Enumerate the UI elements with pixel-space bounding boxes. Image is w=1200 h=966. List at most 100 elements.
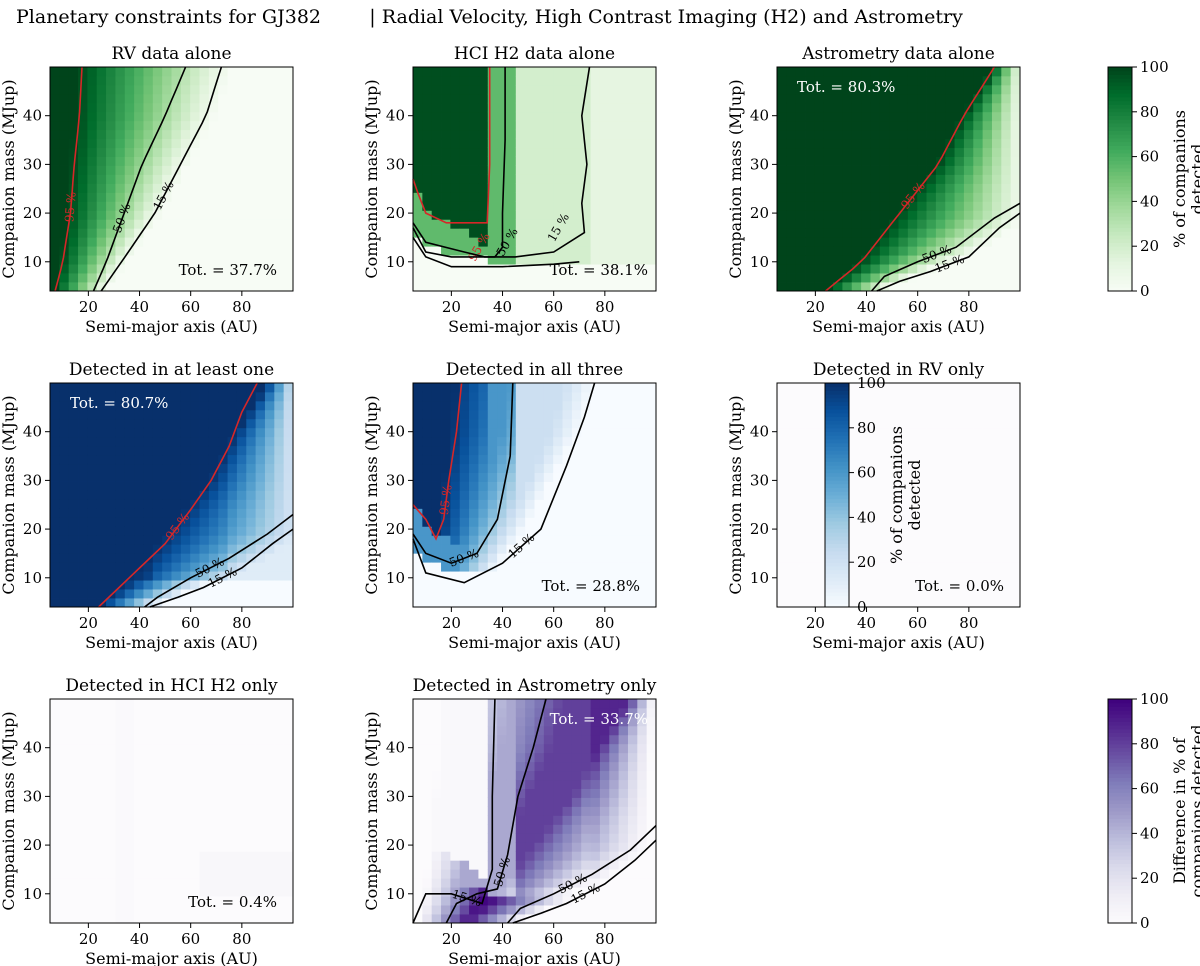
heatmap-cell: [954, 535, 965, 545]
heatmap-cell: [106, 905, 116, 915]
heatmap-cell: [637, 93, 648, 104]
heatmap-cell: [795, 427, 806, 438]
heatmap-cell: [627, 282, 638, 292]
heatmap-cell: [478, 75, 489, 86]
heatmap-cell: [218, 201, 228, 211]
heatmap-cell: [68, 228, 79, 238]
heatmap-cell: [199, 219, 210, 229]
heatmap-cell: [506, 264, 517, 274]
heatmap-cell: [450, 481, 461, 491]
heatmap-cell: [246, 562, 257, 572]
heatmap-cell: [571, 255, 582, 265]
heatmap-cell: [115, 860, 126, 870]
heatmap-cell: [264, 589, 275, 599]
heatmap-cell: [450, 111, 461, 122]
heatmap-cell: [562, 228, 573, 238]
heatmap-cell: [973, 102, 984, 113]
heatmap-cells: [50, 67, 294, 292]
heatmap-cell: [982, 472, 993, 482]
heatmap-cell: [190, 129, 200, 140]
heatmap-cell: [879, 499, 890, 509]
heatmap-cell: [926, 102, 937, 113]
heatmap-cell: [469, 553, 479, 563]
heatmap-cell: [162, 201, 172, 211]
heatmap-cell: [50, 833, 60, 843]
heatmap-cell: [963, 427, 974, 438]
heatmap-cell: [1010, 102, 1021, 113]
heatmap-cell: [134, 102, 144, 113]
heatmap-cell: [945, 517, 955, 527]
heatmap-cell: [59, 707, 70, 718]
heatmap-cell: [87, 824, 98, 834]
x-tick-label: 80: [232, 614, 251, 632]
heatmap-cell: [926, 481, 937, 491]
heatmap-cell: [497, 463, 507, 473]
heatmap-cell: [590, 282, 601, 292]
heatmap-cell: [637, 571, 648, 581]
heatmap-cell: [134, 138, 144, 149]
heatmap-cell: [618, 246, 629, 256]
axes-frame: [412, 382, 657, 608]
heatmap-cell: [469, 93, 479, 104]
heatmap-cell: [78, 228, 88, 238]
heatmap-cell: [478, 725, 489, 736]
heatmap-cell: [68, 887, 79, 897]
heatmap-cell: [236, 210, 247, 220]
heatmap-cell: [870, 391, 881, 402]
heatmap-cell: [525, 147, 535, 157]
heatmap-cell: [152, 761, 163, 772]
heatmap-cell: [264, 851, 275, 861]
heatmap-cell: [506, 67, 517, 77]
heatmap-cell: [506, 472, 517, 482]
heatmap-cell: [218, 174, 228, 184]
heatmap-cell: [190, 589, 200, 599]
heatmap-cell: [571, 409, 582, 420]
heatmap-cell: [571, 129, 582, 140]
heatmap-cell: [627, 418, 638, 429]
heatmap-cell: [982, 282, 993, 292]
heatmap-cell: [497, 147, 507, 157]
heatmap-cell: [162, 400, 172, 411]
heatmap-cell: [68, 111, 79, 122]
heatmap-cell: [106, 580, 116, 590]
heatmap-cell: [264, 273, 275, 283]
heatmap-cell: [171, 589, 182, 599]
heatmap-cell: [515, 219, 526, 229]
heatmap-cell: [96, 815, 107, 825]
heatmap-cell: [637, 273, 648, 283]
heatmap-cell: [1001, 553, 1012, 563]
y-tick-label: 40: [750, 423, 769, 441]
heatmap-cell: [218, 896, 228, 906]
heatmap-cell: [599, 553, 610, 563]
heatmap-cell: [87, 174, 98, 184]
heatmap-cell: [543, 237, 554, 247]
heatmap-cell: [879, 571, 890, 581]
heatmap-cell: [991, 237, 1002, 247]
heatmap-cell: [134, 165, 144, 175]
heatmap-cell: [497, 589, 507, 599]
heatmap-cell: [459, 860, 470, 870]
heatmap-cell: [907, 129, 918, 140]
heatmap-cell: [283, 699, 294, 709]
heatmap-cell: [171, 905, 182, 915]
heatmap-cell: [795, 409, 806, 420]
heatmap-cell: [115, 914, 126, 924]
heatmap-cell: [599, 174, 610, 184]
heatmap-cell: [590, 463, 601, 473]
heatmap-cell: [50, 246, 60, 256]
heatmap-cell: [264, 481, 275, 491]
heatmap-cell: [515, 454, 526, 465]
heatmap-cell: [218, 228, 228, 238]
heatmap-cell: [283, 427, 294, 438]
heatmap-cell: [283, 707, 294, 718]
heatmap-cell: [935, 201, 946, 211]
heatmap-cell: [814, 264, 825, 274]
heatmap-cell: [274, 806, 285, 816]
heatmap-cell: [590, 264, 601, 274]
heatmap-cell: [134, 120, 144, 131]
heatmap-cell: [134, 75, 144, 86]
heatmap-cell: [115, 815, 126, 825]
heatmap-cell: [851, 391, 862, 402]
heatmap-cell: [609, 517, 620, 527]
